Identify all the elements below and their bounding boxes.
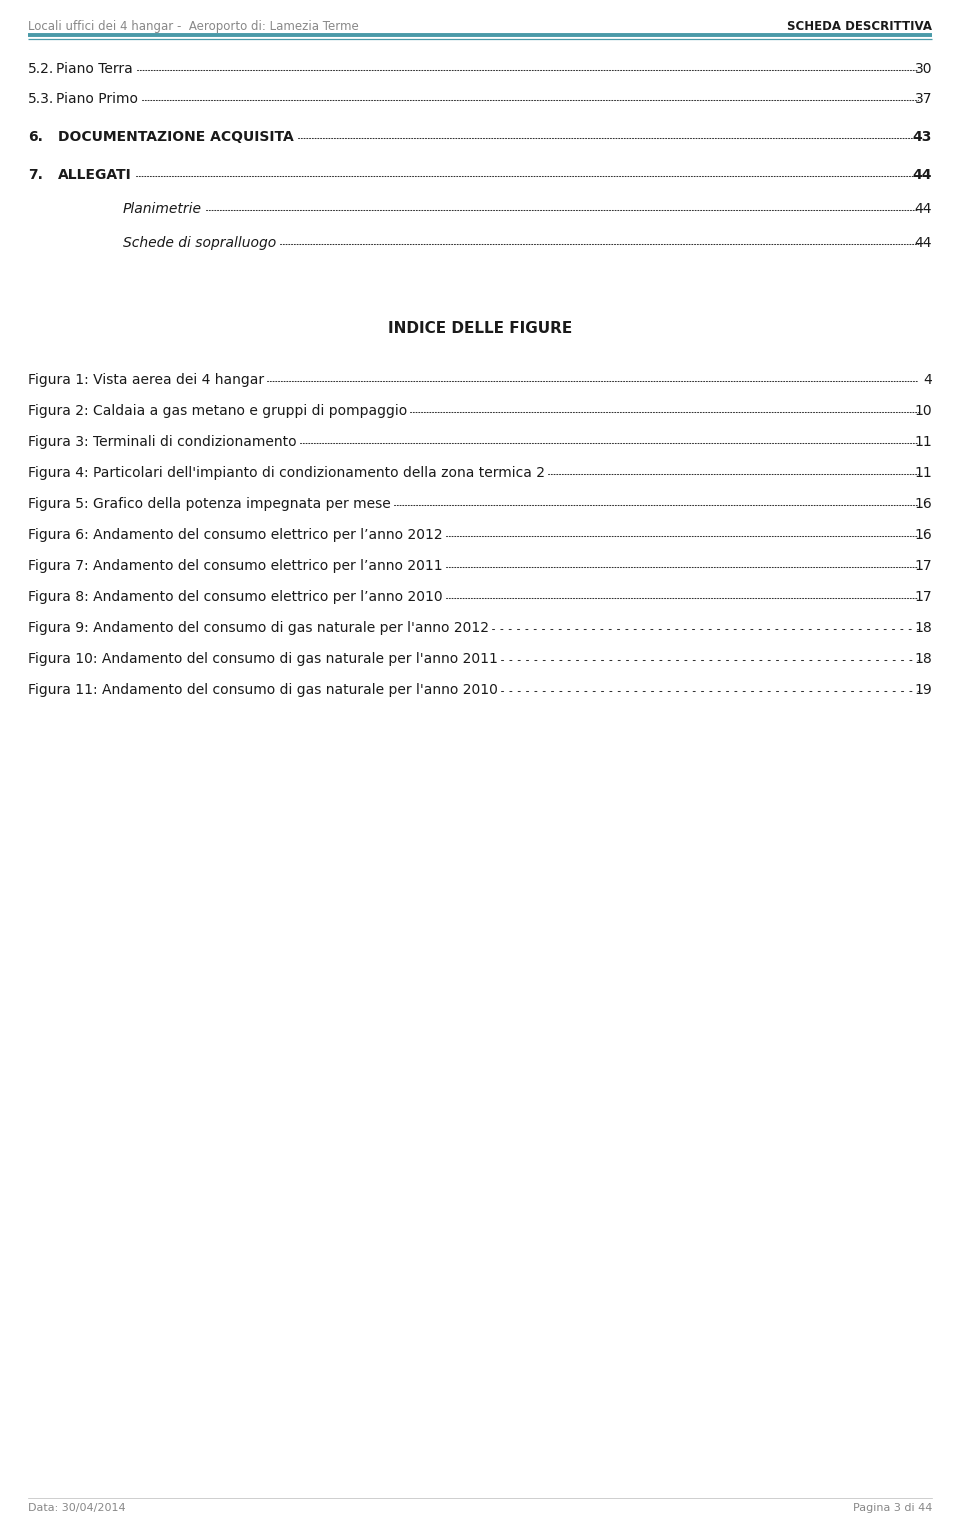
Text: 16: 16 <box>914 497 932 511</box>
Text: DOCUMENTAZIONE ACQUISITA: DOCUMENTAZIONE ACQUISITA <box>58 130 294 143</box>
Text: Figura 5: Grafico della potenza impegnata per mese: Figura 5: Grafico della potenza impegnat… <box>28 497 391 511</box>
Text: Piano Terra: Piano Terra <box>56 62 132 76</box>
Text: 11: 11 <box>914 466 932 480</box>
Text: 4: 4 <box>924 373 932 387</box>
Text: Figura 3: Terminali di condizionamento: Figura 3: Terminali di condizionamento <box>28 434 297 450</box>
Text: Schede di sopralluogo: Schede di sopralluogo <box>123 236 276 250</box>
Text: 5.2.: 5.2. <box>28 62 55 76</box>
Text: Figura 6: Andamento del consumo elettrico per l’anno 2012: Figura 6: Andamento del consumo elettric… <box>28 527 443 543</box>
Text: 37: 37 <box>915 91 932 107</box>
Text: Locali uffici dei 4 hangar -  Aeroporto di: Lamezia Terme: Locali uffici dei 4 hangar - Aeroporto d… <box>28 20 359 34</box>
Text: Figura 4: Particolari dell'impianto di condizionamento della zona termica 2: Figura 4: Particolari dell'impianto di c… <box>28 466 545 480</box>
Text: Figura 8: Andamento del consumo elettrico per l’anno 2010: Figura 8: Andamento del consumo elettric… <box>28 590 443 604</box>
Text: 19: 19 <box>914 683 932 696</box>
Text: 7.: 7. <box>28 168 43 181</box>
Text: ALLEGATI: ALLEGATI <box>58 168 132 181</box>
Text: 44: 44 <box>913 168 932 181</box>
Text: Figura 11: Andamento del consumo di gas naturale per l'anno 2010: Figura 11: Andamento del consumo di gas … <box>28 683 498 696</box>
Text: Piano Primo: Piano Primo <box>56 91 138 107</box>
Text: Pagina 3 di 44: Pagina 3 di 44 <box>852 1503 932 1513</box>
Text: Figura 10: Andamento del consumo di gas naturale per l'anno 2011: Figura 10: Andamento del consumo di gas … <box>28 652 498 666</box>
Text: 16: 16 <box>914 527 932 543</box>
Text: 5.3.: 5.3. <box>28 91 55 107</box>
Text: 18: 18 <box>914 652 932 666</box>
Text: SCHEDA DESCRITTIVA: SCHEDA DESCRITTIVA <box>787 20 932 34</box>
Text: Figura 2: Caldaia a gas metano e gruppi di pompaggio: Figura 2: Caldaia a gas metano e gruppi … <box>28 404 407 418</box>
Text: INDICE DELLE FIGURE: INDICE DELLE FIGURE <box>388 322 572 335</box>
Text: Figura 7: Andamento del consumo elettrico per l’anno 2011: Figura 7: Andamento del consumo elettric… <box>28 559 443 573</box>
Text: Figura 1: Vista aerea dei 4 hangar: Figura 1: Vista aerea dei 4 hangar <box>28 373 264 387</box>
Text: 6.: 6. <box>28 130 43 143</box>
Text: 30: 30 <box>915 62 932 76</box>
Text: 18: 18 <box>914 620 932 636</box>
Text: 11: 11 <box>914 434 932 450</box>
Text: 44: 44 <box>915 236 932 250</box>
Text: 17: 17 <box>914 590 932 604</box>
Text: 17: 17 <box>914 559 932 573</box>
Text: 44: 44 <box>915 203 932 216</box>
Text: Data: 30/04/2014: Data: 30/04/2014 <box>28 1503 126 1513</box>
Text: 43: 43 <box>913 130 932 143</box>
Text: 10: 10 <box>914 404 932 418</box>
Text: Planimetrie: Planimetrie <box>123 203 202 216</box>
Text: Figura 9: Andamento del consumo di gas naturale per l'anno 2012: Figura 9: Andamento del consumo di gas n… <box>28 620 489 636</box>
